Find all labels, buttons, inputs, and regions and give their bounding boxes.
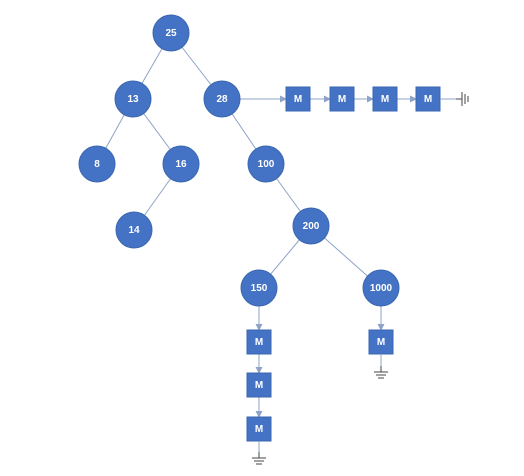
list-node-m: M [246,329,272,355]
list-node-box [415,86,441,112]
list-node-box [372,86,398,112]
tree-node-circle [114,80,152,118]
tree-node-circle [115,211,153,249]
tree-node-label: 13 [127,94,139,105]
tree-node-label: 200 [303,221,320,232]
tree-node-16: 16 [162,145,200,183]
tree-node-label: 28 [216,94,228,105]
tree-node-100: 100 [247,145,285,183]
edges-layer [96,32,382,289]
list-node-m: M [285,86,311,112]
chains-layer: M M M M M M M M [240,86,469,465]
list-node-label: M [255,337,263,348]
tree-node-200: 200 [292,207,330,245]
tree-node-circle [362,269,400,307]
tree-node-circle [78,145,116,183]
tree-node-150: 150 [240,269,278,307]
nodes-layer: 25 13 28 8 16 100 14 200 150 1000 [78,14,400,307]
tree-node-8: 8 [78,145,116,183]
tree-node-25: 25 [152,14,190,52]
tree-node-label: 100 [258,159,275,170]
tree-node-label: 25 [165,28,177,39]
ground-icon [252,452,266,465]
list-node-label: M [424,94,432,105]
tree-node-label: 16 [175,159,187,170]
tree-node-label: 1000 [370,283,393,294]
list-node-box [285,86,311,112]
ground-icon [374,366,388,379]
tree-node-1000: 1000 [362,269,400,307]
tree-node-circle [292,207,330,245]
tree-node-circle [240,269,278,307]
list-node-box [368,329,394,355]
tree-node-circle [162,145,200,183]
list-node-m: M [372,86,398,112]
tree-node-13: 13 [114,80,152,118]
tree-node-circle [247,145,285,183]
tree-node-circle [152,14,190,52]
list-node-label: M [255,424,263,435]
list-node-m: M [415,86,441,112]
list-node-m: M [329,86,355,112]
list-node-box [246,329,272,355]
list-node-box [246,416,272,442]
tree-node-28: 28 [203,80,241,118]
list-node-label: M [294,94,302,105]
tree-node-label: 8 [94,159,100,170]
tree-node-label: 150 [251,283,268,294]
linked-list-150: M M M [246,306,272,465]
list-node-label: M [255,380,263,391]
tree-node-circle [203,80,241,118]
linked-list-1000: M [368,306,394,379]
list-node-m: M [246,416,272,442]
list-node-label: M [338,94,346,105]
tree-node-14: 14 [115,211,153,249]
list-node-box [329,86,355,112]
list-node-box [246,372,272,398]
tree-node-label: 14 [128,225,140,236]
list-node-label: M [377,337,385,348]
list-node-m: M [246,372,272,398]
ground-icon [456,92,469,106]
list-node-m: M [368,329,394,355]
list-node-label: M [381,94,389,105]
